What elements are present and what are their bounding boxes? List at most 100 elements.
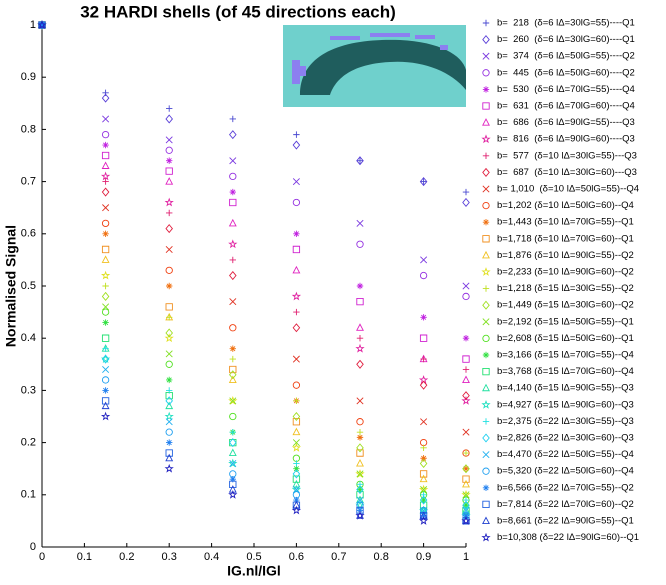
data-point [228, 458, 238, 468]
data-point [356, 397, 364, 405]
data-point [166, 439, 173, 446]
legend-marker [481, 267, 491, 276]
data-point [165, 136, 173, 144]
data-point [293, 397, 300, 405]
data-point [229, 370, 237, 380]
data-point [165, 177, 174, 185]
legend-label: b=4,470 (δ=22 lΔ=50lG=55)--Q4 [497, 449, 634, 460]
data-point [420, 444, 427, 452]
data-point [419, 495, 428, 505]
data-point [229, 198, 237, 207]
y-tick-label: 0.3 [21, 384, 36, 396]
legend-label: b=4,140 (δ=15 lΔ=90lG=55)--Q3 [497, 383, 634, 394]
data-point [355, 469, 365, 478]
data-point [164, 463, 174, 473]
data-point [292, 501, 301, 509]
legend-label: b=3,166 (δ=15 lΔ=70lG=55)--Q4 [497, 350, 634, 361]
legend-label: b=2,375 (δ=22 lΔ=30lG=55)--Q3 [497, 416, 634, 427]
y-tick-label: 0.5 [21, 280, 36, 292]
data-point [356, 458, 364, 467]
data-point [291, 505, 302, 515]
data-point [101, 245, 110, 254]
legend-label: b=10,308 (δ=22 lΔ=90lG=60)--Q1 [497, 532, 639, 543]
data-point [293, 131, 300, 138]
data-point [165, 114, 173, 124]
data-point [462, 496, 470, 504]
y-tick-label: 0.6 [21, 228, 36, 240]
legend-label: b=2,233 (δ=10 lΔ=90lG=60)--Q2 [497, 267, 634, 278]
plot-points [37, 20, 471, 525]
data-point [292, 427, 301, 436]
legend-label: b=1,876 (δ=10 lΔ=90lG=55)--Q2 [497, 250, 634, 261]
legend-marker [482, 351, 490, 359]
data-point [101, 397, 110, 405]
legend-label: b=1,443 (δ=10 lΔ=70lG=55)--Q1 [497, 217, 634, 228]
data-point [229, 345, 236, 352]
data-point [165, 303, 173, 311]
legend-label: b= 816 (δ=6 lΔ=90lG=60)----Q3 [497, 134, 635, 145]
data-point [292, 491, 301, 499]
data-point [419, 506, 428, 515]
data-point [419, 512, 428, 520]
legend-label: b= 374 (δ=6 lΔ=50lG=55)----Q2 [497, 51, 635, 62]
data-point [356, 496, 364, 504]
data-point [101, 255, 110, 263]
data-point [165, 418, 173, 426]
legend-label: b= 686 (δ=6 lΔ=90lG=55)----Q3 [497, 117, 635, 128]
legend-marker [481, 532, 491, 542]
data-point [462, 355, 470, 363]
data-point [356, 335, 364, 342]
data-point [356, 298, 364, 306]
data-point [165, 224, 173, 234]
x-tick-label: 0.4 [204, 551, 219, 563]
data-point [229, 172, 237, 180]
data-point [292, 265, 301, 274]
legend-marker [482, 451, 490, 459]
data-point [165, 396, 173, 406]
data-point [462, 502, 470, 509]
data-point [101, 291, 110, 301]
data-point [166, 209, 173, 217]
x-tick-label: 0.8 [374, 551, 389, 563]
data-point [356, 418, 364, 426]
data-point [462, 479, 470, 488]
data-point [100, 171, 111, 181]
data-point [355, 343, 365, 353]
data-point [166, 157, 173, 164]
legend-label: b=7,814 (δ=22 lΔ=70lG=60)--Q2 [497, 499, 634, 510]
data-point [356, 156, 364, 166]
data-point [462, 475, 470, 483]
data-point [102, 89, 109, 97]
data-point [102, 115, 110, 123]
data-point [462, 282, 470, 290]
data-point [229, 365, 237, 374]
data-point [166, 387, 173, 394]
data-point [293, 308, 300, 316]
data-point [292, 381, 301, 389]
data-point [229, 298, 237, 306]
data-point [101, 161, 110, 169]
legend-marker [482, 516, 490, 525]
data-point [292, 439, 300, 447]
y-tick-label: 0.4 [21, 332, 36, 344]
data-point [101, 354, 110, 364]
legend-marker [482, 35, 490, 45]
inset-highlight [292, 33, 448, 84]
legend-label: b= 577 (δ=10 lΔ=30lG=55)---Q3 [497, 150, 637, 161]
data-point [293, 460, 300, 467]
data-point [229, 475, 236, 483]
data-point [229, 130, 237, 140]
data-point [37, 20, 47, 29]
data-point [292, 411, 301, 422]
legend-marker [482, 152, 490, 159]
legend-marker [482, 367, 490, 376]
x-tick-label: 0.1 [77, 551, 92, 563]
data-point [462, 464, 470, 474]
data-point [356, 507, 364, 514]
data-point [419, 439, 428, 447]
data-point [462, 465, 470, 472]
data-point [420, 496, 427, 504]
data-point [165, 167, 173, 175]
data-point [419, 271, 428, 280]
